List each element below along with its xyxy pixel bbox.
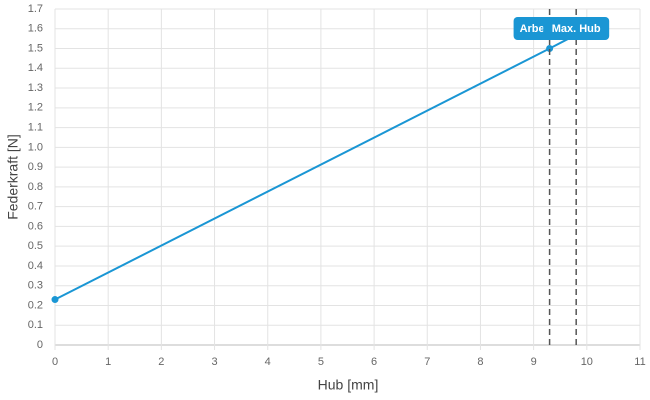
y-tick-label: 1.7 <box>28 3 43 15</box>
x-tick-label: 8 <box>477 356 483 368</box>
y-tick-label: 1.2 <box>28 102 43 114</box>
y-tick-label: 1.4 <box>28 62 43 74</box>
x-tick-label: 0 <box>52 356 58 368</box>
annotation-label: Max. Hub <box>552 23 601 35</box>
y-axis-title: Federkraft [N] <box>5 134 21 220</box>
y-tick-label: 0.5 <box>28 240 43 252</box>
y-tick-label: 1.5 <box>28 42 43 54</box>
y-tick-label: 0.2 <box>28 299 43 311</box>
x-tick-label: 2 <box>158 356 164 368</box>
x-tick-label: 7 <box>424 356 430 368</box>
y-tick-label: 0.3 <box>28 280 43 292</box>
y-tick-label: 0.4 <box>28 260 43 272</box>
annotation-badge <box>543 17 610 40</box>
annotation-label: Arbe <box>520 23 545 35</box>
x-axis-title: Hub [mm] <box>318 377 379 393</box>
point <box>546 45 554 53</box>
x-tick-label: 11 <box>634 356 645 368</box>
x-tick-label: 3 <box>211 356 217 368</box>
x-tick-label: 4 <box>265 356 271 368</box>
x-tick-label: 5 <box>318 356 324 368</box>
y-tick-label: 0.9 <box>28 161 43 173</box>
x-tick-label: 10 <box>581 356 593 368</box>
x-tick-label: 1 <box>105 356 111 368</box>
y-tick-label: 0 <box>37 339 43 351</box>
y-tick-label: 1.3 <box>28 82 43 94</box>
x-tick-label: 6 <box>371 356 377 368</box>
y-tick-label: 0.8 <box>28 181 43 193</box>
y-tick-label: 0.1 <box>28 319 43 331</box>
x-tick-label: 9 <box>531 356 537 368</box>
y-tick-label: 1.6 <box>28 23 43 35</box>
y-tick-label: 0.6 <box>28 220 43 232</box>
y-tick-label: 1.0 <box>28 141 43 153</box>
y-tick-label: 0.7 <box>28 201 43 213</box>
point <box>51 296 59 304</box>
y-tick-label: 1.1 <box>28 121 43 133</box>
